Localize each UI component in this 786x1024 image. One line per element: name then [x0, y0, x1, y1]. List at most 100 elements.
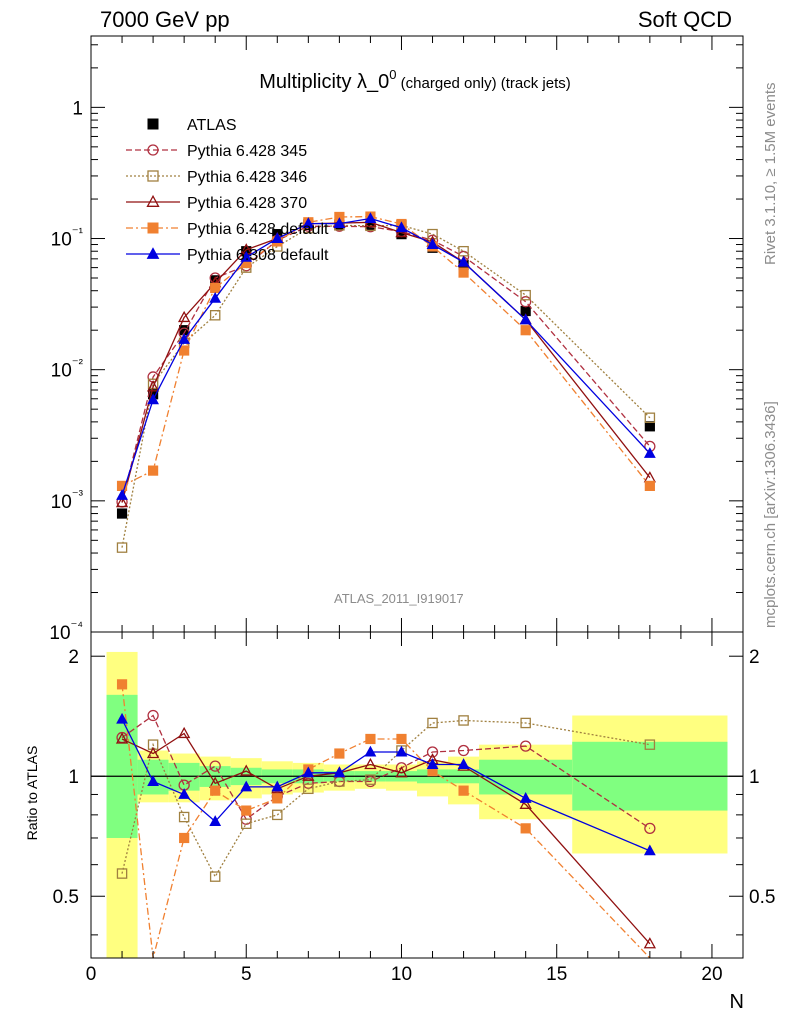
series-line — [121, 684, 651, 959]
data-point — [519, 797, 532, 809]
data-point — [427, 717, 438, 729]
x-tick-label: 0 — [86, 964, 97, 985]
legend-item-4: Pythia 6.428 default — [126, 221, 329, 238]
y-tick-label: 10⁻³ — [51, 487, 84, 513]
data-point — [240, 818, 252, 829]
data-point — [457, 744, 470, 757]
ratio-y-tick-label-right: 1 — [749, 767, 760, 788]
data-point — [520, 296, 532, 308]
data-point — [209, 871, 221, 882]
series-line — [121, 224, 651, 548]
data-point — [520, 289, 531, 301]
data-point — [271, 232, 284, 243]
data-point — [209, 291, 222, 303]
data-point — [302, 766, 315, 778]
data-point — [333, 766, 346, 778]
series-line — [121, 225, 651, 503]
data-point — [395, 745, 408, 757]
legend-label: Pythia 6.428 default — [187, 221, 329, 238]
data-point — [520, 823, 531, 834]
data-point — [240, 764, 253, 776]
series-line — [121, 217, 651, 496]
ratio-y-axis-label: Ratio to ATLAS — [24, 746, 40, 841]
x-tick-label: 20 — [701, 964, 722, 985]
data-point — [116, 542, 128, 553]
data-point — [272, 793, 283, 804]
data-point — [519, 792, 532, 803]
y-tick-label: 10⁻⁴ — [49, 618, 83, 644]
data-point — [147, 709, 159, 722]
data-point — [209, 310, 221, 321]
series-4 — [116, 712, 656, 856]
ratio-y-tick-label: 1 — [68, 767, 79, 788]
data-point — [364, 757, 377, 770]
data-point — [210, 282, 221, 294]
data-point — [644, 822, 656, 835]
legend-marker — [147, 170, 159, 182]
data-point — [519, 313, 532, 325]
legend-label: Pythia 6.428 346 — [187, 169, 307, 186]
legend-label: Pythia 6.428 345 — [187, 143, 307, 160]
series-5 — [116, 212, 656, 500]
legend-item-0: ATLAS — [147, 117, 237, 134]
data-point — [240, 250, 253, 262]
data-point — [147, 393, 159, 405]
data-point — [303, 783, 314, 795]
series-line — [121, 718, 651, 852]
legend-item-1: Pythia 6.428 345 — [126, 143, 307, 160]
data-point — [209, 815, 222, 826]
data-point — [644, 480, 655, 491]
legend-label: Pythia 6.428 370 — [187, 195, 307, 212]
series-1 — [116, 220, 656, 508]
data-point — [147, 465, 159, 476]
analysis-label: ATLAS_2011_I919017 — [334, 591, 464, 606]
legend-label: ATLAS — [187, 117, 237, 134]
series-1 — [116, 715, 656, 882]
data-point — [333, 217, 346, 229]
data-point — [146, 746, 160, 759]
data-point — [643, 937, 657, 949]
data-point — [520, 325, 531, 336]
data-point — [644, 412, 656, 424]
ratio-y-tick-label-right: 2 — [749, 647, 760, 668]
data-point — [271, 780, 284, 792]
data-point — [146, 380, 160, 392]
data-point — [240, 780, 253, 792]
data-point — [179, 345, 190, 356]
ratio-plot: 0.5 0.51 12 20 5 10 15 20 Ratio to ATLAS N — [24, 631, 775, 1013]
data-point — [365, 733, 376, 745]
data-point — [116, 868, 128, 879]
data-point — [177, 310, 191, 323]
series-line — [121, 221, 651, 503]
ratio-y-tick-label: 0.5 — [53, 887, 79, 908]
x-tick-label: 5 — [241, 964, 252, 985]
stat-uncertainty-band — [479, 759, 573, 795]
data-point — [177, 726, 191, 739]
data-point — [458, 715, 469, 726]
data-point — [364, 745, 377, 757]
data-point — [115, 495, 129, 508]
data-point — [426, 758, 439, 769]
y-tick-label: 1 — [72, 98, 83, 119]
data-point — [116, 489, 128, 500]
ratio-y-tick-label-right: 0.5 — [749, 887, 775, 908]
ratio-frame — [90, 631, 744, 959]
legend-marker — [146, 194, 160, 207]
data-point — [396, 733, 407, 745]
ratio-y-tick-label: 2 — [68, 647, 79, 668]
data-point — [241, 805, 252, 816]
data-point — [364, 212, 377, 224]
data-point — [644, 739, 656, 750]
legend-label: Pythia 6.308 default — [187, 247, 329, 264]
legend-item-2: Pythia 6.428 346 — [126, 169, 307, 186]
data-point — [116, 679, 128, 690]
main-plot: 1 10⁻¹ 10⁻² 10⁻³ 10⁻⁴ Multiplicity λ_00 (cha… — [49, 35, 744, 644]
data-point — [457, 255, 470, 267]
legend: ATLAS Pythia 6.428 345 Pythia 6.428 346 Pyt… — [126, 117, 329, 264]
data-point — [209, 760, 221, 772]
main-title: Multiplicity λ_00 (charged only) (track … — [259, 67, 571, 93]
data-point — [116, 508, 128, 519]
series-0 — [116, 219, 655, 519]
data-point — [426, 238, 439, 249]
